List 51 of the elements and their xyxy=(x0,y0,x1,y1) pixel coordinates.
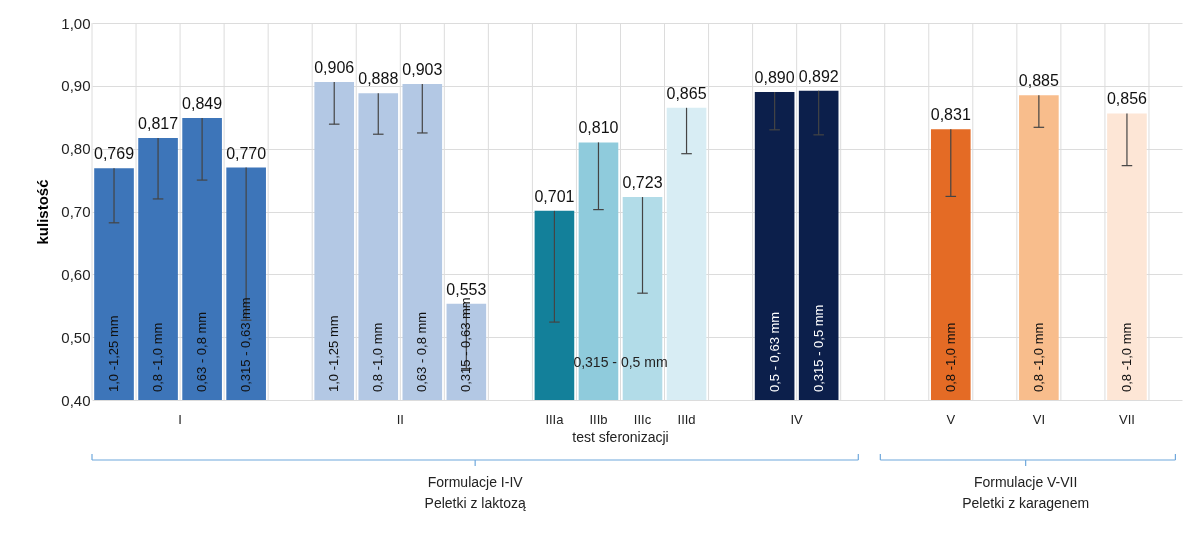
data-label: 0,865 xyxy=(666,84,707,102)
text: IV xyxy=(790,412,804,427)
data-label: 0,890 xyxy=(754,69,795,87)
data-label: 0,770 xyxy=(226,144,267,162)
annotation: 0,8 -1,0 mm xyxy=(942,322,958,392)
annotation: 0,63 - 0,8 mm xyxy=(194,311,210,392)
text: Formulacje I-IV Peletki z laktozą xyxy=(424,474,526,511)
annotation: 0,8 -1,0 mm xyxy=(150,322,166,392)
annotation: 1,0 -1,25 mm xyxy=(106,315,122,392)
x-tick-label: IIIb xyxy=(589,412,608,427)
y-tick-label: 0,90 xyxy=(61,77,91,95)
data-label: 0,723 xyxy=(622,174,663,192)
y-tick-label: 0,80 xyxy=(61,140,91,158)
annotation: 0,315 - 0,5 mm xyxy=(810,304,826,392)
text: Formulacje V-VII Peletki z karagenem xyxy=(962,474,1090,511)
data-label: 0,817 xyxy=(138,114,179,132)
data-label: 0,553 xyxy=(446,280,487,298)
y-axis-title: kulistość xyxy=(34,179,52,245)
annotation: 1,0 -1,25 mm xyxy=(326,315,342,392)
x-tick-label: VI xyxy=(1032,412,1046,427)
x-tick-label: IIId xyxy=(677,412,696,427)
y-tick-label: 0,70 xyxy=(61,203,91,220)
annotation: 0,5 - 0,63 mm xyxy=(766,311,782,392)
text: I xyxy=(178,412,182,427)
annotation: 0,315 - 0,63 mm xyxy=(458,297,474,392)
x-tick-label: IIIa xyxy=(545,412,565,427)
data-label: 0,856 xyxy=(1106,90,1148,108)
y-tick-label: 0,60 xyxy=(61,265,91,283)
annotation: 0,8 -1,0 mm xyxy=(370,322,386,392)
text: II xyxy=(396,412,404,427)
x-tick-label: VII xyxy=(1119,412,1135,427)
data-label: 0,831 xyxy=(930,106,971,124)
y-tick-label: 0,40 xyxy=(61,391,91,409)
annotation: 0,315 - 0,63 mm xyxy=(238,297,254,392)
annotation: 0,63 - 0,8 mm xyxy=(414,311,430,392)
data-label: 0,885 xyxy=(1018,72,1059,90)
data-label: 0,701 xyxy=(534,187,575,205)
y-tick-label: 0,50 xyxy=(61,328,91,346)
annotation: 0,8 -1,0 mm xyxy=(1030,322,1046,392)
x-tick-label: IIIc xyxy=(633,412,652,427)
annotation: 0,8 -1,0 mm xyxy=(1118,322,1134,392)
data-label: 0,769 xyxy=(94,145,135,163)
y-tick-label: 1,00 xyxy=(61,14,91,32)
x-axis-title: test sferonizacji xyxy=(572,429,669,445)
data-label: 0,892 xyxy=(798,67,839,85)
data-label: 0,903 xyxy=(402,60,443,78)
data-label: 0,888 xyxy=(358,70,399,88)
data-label: 0,849 xyxy=(182,94,223,112)
data-label: 0,810 xyxy=(578,119,619,137)
data-label: 0,906 xyxy=(314,59,355,77)
x-tick-label: V xyxy=(946,412,956,427)
